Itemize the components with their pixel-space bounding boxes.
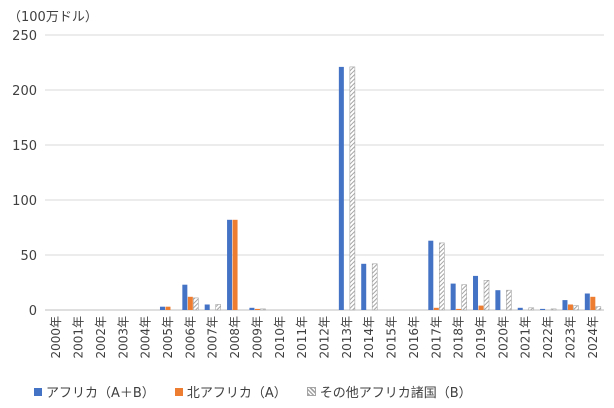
y-tick-label: 250 (12, 29, 37, 44)
bar-other-africa-2022年 (550, 308, 557, 311)
bar-other-africa-2009年 (260, 308, 266, 311)
x-tick-label: 2006年 (183, 316, 197, 359)
bar-other-africa-2006年 (193, 297, 199, 311)
legend-swatch-africa (34, 387, 42, 396)
bar-africa-2014年 (361, 263, 367, 310)
x-tick-label: 2010年 (273, 316, 287, 359)
bar-africa-2023年 (562, 300, 568, 310)
legend-label-africa: アフリカ（A＋B） (46, 386, 155, 401)
x-tick-label: 2024年 (586, 316, 600, 359)
x-tick-label: 2019年 (474, 316, 488, 359)
bar-africa-2007年 (204, 304, 210, 310)
bar-africa-2005年 (159, 306, 165, 310)
bar-other-africa-2024年 (595, 306, 602, 311)
x-tick-label: 2002年 (94, 316, 108, 359)
x-tick-label: 2012年 (318, 316, 332, 359)
bar-other-africa-2023年 (573, 305, 579, 311)
bar-africa-2022年 (540, 308, 546, 310)
x-axis: 2000年 2001年 2002年 2003年 2004年 2005年 2006年 2007年… (49, 316, 600, 359)
x-tick-label: 2007年 (206, 316, 220, 359)
legend-label-other-africa: その他アフリカ諸国（B） (319, 386, 472, 401)
legend-item-north-africa: 北アフリカ（A） (174, 382, 287, 401)
legend-item-other-africa: その他アフリカ諸国（B） (306, 382, 472, 401)
y-tick-label: 100 (12, 194, 37, 209)
bar-africa-2018年 (450, 283, 456, 310)
bar-north-africa-2006年 (187, 296, 193, 310)
bar-north-africa-2019年 (478, 305, 484, 310)
x-tick-label: 2004年 (139, 316, 153, 359)
x-tick-label: 2005年 (161, 316, 175, 359)
y-tick-label: 0 (29, 304, 37, 319)
legend-item-africa: アフリカ（A＋B） (34, 382, 155, 401)
x-tick-label: 2023年 (563, 316, 577, 359)
legend-label-north-africa: 北アフリカ（A） (186, 386, 287, 401)
legend-swatch-north-africa (174, 387, 183, 396)
x-tick-label: 2021年 (519, 316, 533, 359)
bar-north-africa-2005年 (165, 306, 171, 310)
bar-africa-2013年 (338, 66, 344, 311)
x-tick-label: 2017年 (429, 316, 443, 359)
bar-other-africa-2007年 (215, 304, 221, 311)
x-tick-label: 2020年 (496, 316, 510, 359)
y-axis: 0 50 100 150 200 250 (12, 29, 37, 319)
legend: アフリカ（A＋B） 北アフリカ（A） その他アフリカ諸国（B） (34, 382, 492, 401)
bar-africa-2024年 (584, 293, 590, 310)
bar-other-africa-2020年 (506, 289, 512, 311)
bar-other-africa-2014年 (371, 263, 378, 311)
x-tick-label: 2018年 (452, 316, 466, 359)
x-tick-label: 2015年 (385, 316, 399, 359)
bar-north-africa-2017年 (433, 307, 439, 310)
bars (159, 66, 602, 311)
bar-north-africa-2023年 (567, 304, 573, 310)
x-tick-label: 2009年 (250, 316, 264, 359)
x-tick-label: 2000年 (49, 316, 63, 359)
x-tick-label: 2011年 (295, 316, 309, 359)
unit-label: （100万ドル） (8, 10, 98, 25)
legend-swatch-other-africa (306, 387, 316, 396)
y-tick-label: 150 (12, 139, 37, 154)
bar-africa-2009年 (249, 307, 255, 310)
bar-africa-2021年 (517, 307, 523, 310)
bar-other-africa-2013年 (349, 66, 356, 311)
bar-other-africa-2017年 (438, 242, 445, 311)
bar-africa-2008年 (227, 219, 233, 310)
y-tick-label: 50 (20, 249, 37, 264)
bar-africa-2020年 (495, 290, 501, 310)
x-tick-label: 2008年 (228, 316, 242, 359)
x-tick-label: 2013年 (340, 316, 354, 359)
x-tick-label: 2001年 (72, 316, 86, 359)
bar-north-africa-2008年 (232, 219, 238, 310)
bar-africa-2019年 (473, 275, 479, 310)
bar-africa-2017年 (428, 240, 434, 310)
x-tick-label: 2014年 (362, 316, 376, 359)
bar-north-africa-2009年 (254, 308, 260, 310)
bar-other-africa-2021年 (528, 307, 535, 311)
y-tick-label: 200 (12, 84, 37, 99)
bar-other-africa-2018年 (461, 284, 467, 311)
gridlines (45, 34, 604, 311)
bar-north-africa-2018年 (456, 308, 462, 310)
x-tick-label: 2016年 (407, 316, 421, 359)
bar-north-africa-2024年 (590, 296, 596, 310)
bar-other-africa-2019年 (483, 279, 490, 311)
x-tick-label: 2003年 (116, 316, 130, 359)
bar-africa-2006年 (182, 284, 188, 310)
x-tick-label: 2022年 (541, 316, 555, 359)
